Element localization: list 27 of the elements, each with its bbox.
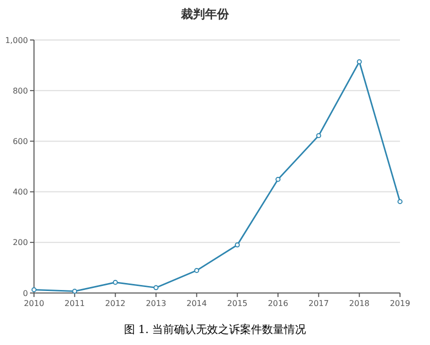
- x-tick-label: 2017: [308, 299, 329, 308]
- x-tick-label: 2010: [24, 299, 44, 308]
- x-tick-label: 2013: [146, 299, 166, 308]
- y-tick-label: 1,000: [5, 36, 28, 45]
- caption: 图 1. 当前确认无效之诉案件数量情况: [124, 323, 306, 336]
- x-tick-label: 2018: [349, 299, 370, 308]
- y-tick-label: 600: [12, 137, 28, 146]
- point: [72, 288, 78, 294]
- point: [398, 199, 402, 204]
- x-tick-label: 2016: [268, 299, 288, 308]
- point: [194, 268, 200, 273]
- x-tick-label: 2015: [227, 299, 248, 308]
- y-tick-label: 800: [12, 86, 28, 96]
- point: [316, 133, 322, 138]
- chart-title: 裁判年份: [180, 7, 230, 21]
- x-tick-label: 2012: [105, 299, 126, 308]
- x-tick-label: 2019: [390, 299, 410, 308]
- point: [154, 285, 158, 290]
- x-tick-label: 2014: [186, 299, 207, 308]
- y-tick-label: 200: [12, 238, 28, 248]
- x-tick-label: 2011: [64, 299, 85, 308]
- y-tick-label: 0: [22, 288, 28, 298]
- point: [356, 59, 362, 64]
- point: [276, 176, 280, 182]
- point: [112, 280, 118, 285]
- point: [234, 242, 240, 248]
- y-tick-label: 400: [12, 188, 28, 197]
